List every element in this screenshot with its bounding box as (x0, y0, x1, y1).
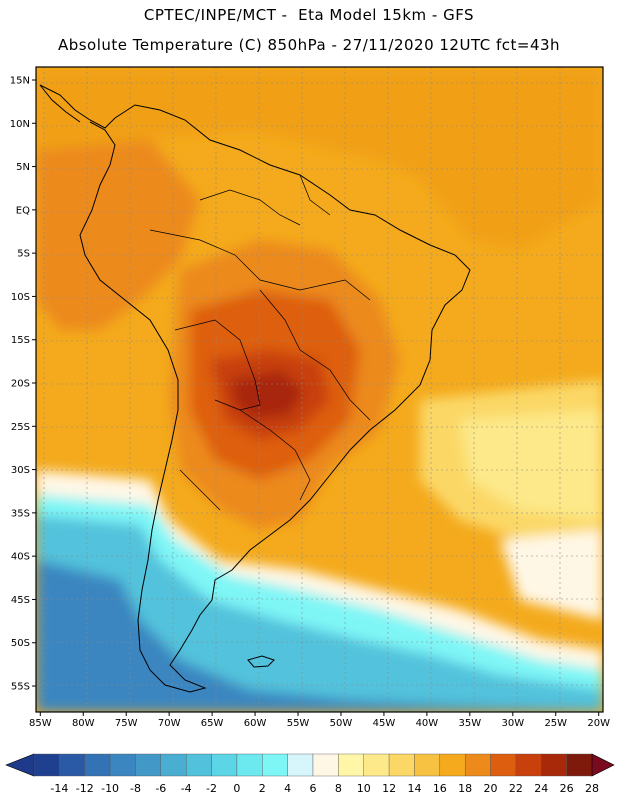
colorbar-label: 10 (357, 782, 371, 795)
title-line-2: Absolute Temperature (C) 850hPa - 27/11/… (57, 36, 561, 54)
temperature-colorbar: -14 -12 -10 -8 -6 -4 -2 0 2 4 6 8 10 12 14 16 18 20 22 24 26… (5, 753, 615, 795)
lat-tick-label: 40S (11, 552, 30, 563)
country-borders (149, 174, 371, 511)
lon-tick-label: 80W (72, 718, 95, 729)
colorbar-label: 12 (382, 782, 396, 795)
colorbar-label: -4 (181, 782, 192, 795)
colorbar-swatch (109, 753, 136, 777)
field-band-north (36, 67, 603, 250)
colorbar-label: 8 (335, 782, 342, 795)
lat-tick-label: 25S (11, 422, 30, 433)
lon-tick-label: 40W (416, 718, 439, 729)
colorbar-swatch (84, 753, 111, 777)
colorbar-swatch (490, 753, 517, 777)
colorbar-swatch (541, 753, 567, 777)
colorbar-swatch (515, 753, 542, 777)
colorbar-swatch (464, 753, 491, 777)
latitude-axis: 15N 10N 5N EQ 5S 10S 15S 20S 25S 30S 35S 40S 45S 50S 5… (10, 75, 36, 693)
colorbar-swatch (185, 753, 212, 777)
colorbar-swatch (338, 753, 364, 777)
colorbar-swatch (566, 753, 593, 777)
colorbar-swatch (135, 753, 162, 777)
lat-tick-label: 15N (10, 75, 30, 86)
colorbar-swatch (262, 753, 288, 777)
field-atlantic-lightyellow (460, 410, 603, 520)
lat-tick-label: 55S (11, 682, 30, 693)
longitude-axis: 85W 80W 75W 70W 65W 60W 55W 50W 45W 40W 35W 30W 25W 2… (29, 712, 610, 729)
colorbar-swatch (312, 753, 339, 777)
lon-tick-label: 30W (501, 718, 524, 729)
lat-tick-label: 10S (11, 292, 30, 303)
colorbar-label: -2 (206, 782, 217, 795)
lat-tick-label: 35S (11, 508, 30, 519)
lat-tick-label: 15S (11, 335, 30, 346)
lon-tick-label: 55W (287, 718, 310, 729)
field-band-pacific (36, 140, 200, 330)
lon-tick-label: 45W (373, 718, 396, 729)
colorbar-label: 18 (458, 782, 472, 795)
lat-tick-label: 30S (11, 465, 30, 476)
lon-tick-label: 70W (158, 718, 181, 729)
colorbar-label: -10 (101, 782, 119, 795)
colorbar-label: 14 (407, 782, 421, 795)
colorbar-swatch (439, 753, 466, 777)
falklands-coastline (247, 655, 275, 668)
colorbar-swatch (388, 753, 415, 777)
colorbar-label: 22 (509, 782, 523, 795)
colorbar-swatch (59, 753, 85, 777)
temperature-field (36, 67, 603, 712)
lon-tick-label: 20W (587, 718, 610, 729)
colorbar-label: 2 (259, 782, 266, 795)
colorbar-label: 0 (233, 782, 240, 795)
colorbar-label: -14 (50, 782, 68, 795)
coastlines (39, 84, 471, 693)
central-america-coastline (39, 84, 81, 123)
lon-tick-label: 35W (459, 718, 482, 729)
lat-tick-label: 10N (10, 119, 30, 130)
colorbar-label: 26 (560, 782, 574, 795)
colorbar-swatch (236, 753, 263, 777)
colorbar-label: -8 (130, 782, 141, 795)
colorbar-swatch (211, 753, 238, 777)
lat-tick-label: 5S (17, 249, 30, 260)
lon-tick-label: 50W (330, 718, 353, 729)
lat-tick-label: 45S (11, 595, 30, 606)
lat-tick-label: 20S (11, 379, 30, 390)
colorbar-swatch (287, 753, 314, 777)
lon-tick-label: 60W (244, 718, 267, 729)
colorbar-label: 16 (433, 782, 447, 795)
colorbar-label: 20 (484, 782, 498, 795)
colorbar-swatch (160, 753, 187, 777)
lon-tick-label: 75W (115, 718, 138, 729)
colorbar-under-arrow (5, 753, 35, 777)
colorbar-swatch (363, 753, 390, 777)
colorbar-over-arrow (591, 753, 615, 777)
lat-tick-label: 50S (11, 638, 30, 649)
lon-tick-label: 85W (29, 718, 52, 729)
lat-tick-label: 5N (16, 162, 30, 173)
field-atlantic-cream (500, 530, 603, 620)
title-line-1: CPTEC/INPE/MCT - Eta Model 15km - GFS (143, 6, 475, 24)
map-frame (35, 66, 604, 713)
lon-tick-label: 25W (544, 718, 567, 729)
colorbar-label: 24 (534, 782, 548, 795)
south-america-coastline (39, 84, 471, 693)
colorbar-swatch (33, 753, 60, 777)
lat-tick-label: EQ (16, 205, 30, 216)
lon-tick-label: 65W (201, 718, 224, 729)
colorbar-label: 28 (585, 782, 599, 795)
colorbar-label: -6 (155, 782, 166, 795)
colorbar-swatch (414, 753, 441, 777)
colorbar-label: 4 (284, 782, 291, 795)
field-band-darkblue (36, 560, 603, 712)
colorbar-label: 6 (310, 782, 317, 795)
colorbar-label: -12 (76, 782, 94, 795)
